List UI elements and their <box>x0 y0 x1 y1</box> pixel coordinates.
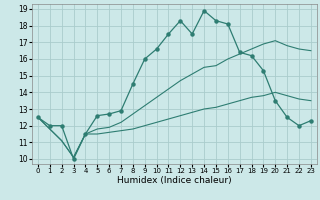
X-axis label: Humidex (Indice chaleur): Humidex (Indice chaleur) <box>117 176 232 185</box>
